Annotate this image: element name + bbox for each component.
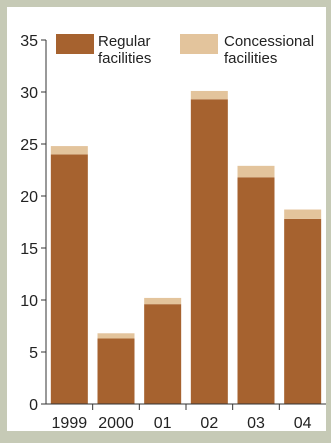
bar-regular-2000: [97, 338, 135, 404]
x-tick-label-02: 02: [200, 415, 218, 432]
x-tick-label-1999: 1999: [52, 415, 88, 432]
y-tick-label-5: 5: [29, 345, 38, 362]
legend-label-concessional-line1: Concessional: [224, 33, 314, 50]
bar-regular-01: [144, 304, 182, 404]
y-tick-label-0: 0: [29, 397, 38, 414]
bar-regular-04: [284, 218, 322, 404]
legend-label-regular-line1: Regular: [98, 33, 151, 50]
x-axis: 1999 2000 01 02 03 04: [46, 403, 326, 432]
legend-item-concessional: Concessional facilities: [180, 33, 314, 67]
y-tick-label-25: 25: [20, 137, 38, 154]
bar-concessional-1999: [50, 146, 88, 155]
x-tick-label-2000: 2000: [98, 415, 134, 432]
y-tick-label-20: 20: [20, 189, 38, 206]
bar-concessional-04: [284, 209, 322, 219]
legend-label-concessional-line2: facilities: [224, 50, 277, 67]
y-tick-label-35: 35: [20, 33, 38, 50]
legend-item-regular: Regular facilities: [56, 33, 151, 67]
legend-swatch-concessional: [180, 34, 218, 54]
y-tick-label-15: 15: [20, 241, 38, 258]
bar-concessional-2000: [97, 333, 135, 339]
y-tick-label-30: 30: [20, 85, 38, 102]
bar-concessional-01: [144, 297, 182, 305]
x-tick-label-01: 01: [154, 415, 172, 432]
x-tick-label-03: 03: [247, 415, 265, 432]
legend-swatch-regular: [56, 34, 94, 54]
y-tick-label-10: 10: [20, 293, 38, 310]
bar-regular-1999: [50, 154, 88, 404]
legend: Regular facilities Concessional faciliti…: [56, 33, 314, 67]
y-axis: 0 5 10 15 20 25 30 35: [20, 33, 47, 414]
bar-regular-02: [190, 99, 228, 404]
bar-regular-03: [237, 177, 275, 404]
bars: [50, 90, 322, 404]
bar-concessional-02: [190, 90, 228, 100]
x-tick-label-04: 04: [294, 415, 312, 432]
bar-concessional-03: [237, 165, 275, 178]
legend-label-regular-line2: facilities: [98, 50, 151, 67]
